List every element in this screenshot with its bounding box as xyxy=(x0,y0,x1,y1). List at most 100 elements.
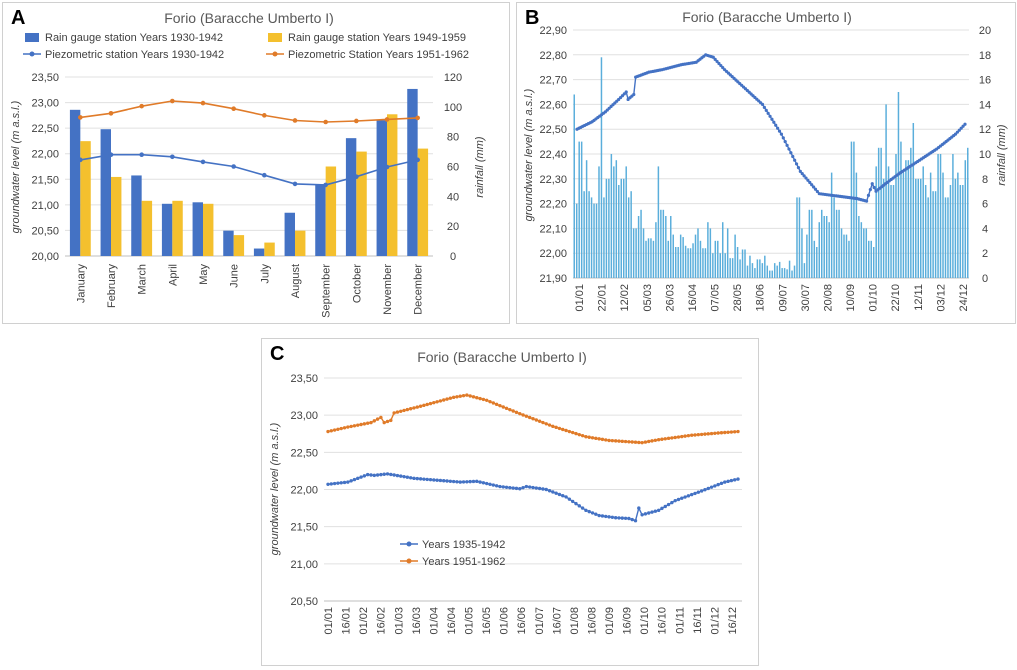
rain-bar xyxy=(957,172,959,278)
x-tick-label: November xyxy=(382,264,394,315)
rain-bar xyxy=(910,147,912,278)
data-point xyxy=(864,199,869,203)
x-tick-label: 01/05 xyxy=(464,607,476,635)
data-point xyxy=(108,152,114,158)
data-point xyxy=(590,511,595,515)
rain-bar xyxy=(952,154,954,278)
y2-tick-label: 14 xyxy=(979,99,991,111)
data-point xyxy=(623,439,628,444)
y2-tick-label: 100 xyxy=(444,102,462,114)
y2-tick-label: 8 xyxy=(982,174,988,186)
data-point xyxy=(800,171,804,176)
rain-bar xyxy=(620,178,623,278)
rain-bar xyxy=(813,240,816,278)
x-tick-label: 07/05 xyxy=(710,284,722,312)
data-point xyxy=(375,473,380,477)
data-point xyxy=(356,423,360,427)
rain-bar xyxy=(939,154,942,278)
x-tick-label: January xyxy=(75,264,87,304)
data-point xyxy=(415,476,419,481)
rain-bar xyxy=(702,248,704,278)
data-point xyxy=(392,411,396,415)
data-point xyxy=(336,427,340,431)
data-point xyxy=(680,434,684,439)
rain-bar xyxy=(697,228,699,278)
data-point xyxy=(511,409,515,413)
y2-tick-label: 16 xyxy=(979,75,991,87)
legend-swatch xyxy=(25,33,39,42)
data-point xyxy=(475,479,479,484)
bar xyxy=(172,200,183,256)
legend-marker xyxy=(406,541,412,547)
data-point xyxy=(594,512,598,516)
data-point xyxy=(408,476,413,480)
y-tick-label: 23,50 xyxy=(31,72,59,84)
rain-bar xyxy=(746,265,749,278)
data-point xyxy=(627,516,631,521)
data-point xyxy=(352,424,357,428)
rain-bar xyxy=(838,209,840,278)
y-tick-label: 23,50 xyxy=(290,373,318,385)
data-point xyxy=(713,431,717,435)
chart-a: Forio (Baracche Umberto I) Rain gauge sta… xyxy=(10,10,486,318)
data-point xyxy=(494,402,499,407)
rain-bar xyxy=(942,172,944,278)
data-point xyxy=(78,157,83,163)
rain-bar xyxy=(655,222,657,278)
rain-bar xyxy=(652,240,655,278)
data-point xyxy=(389,418,393,423)
rain-bar xyxy=(610,154,613,278)
x-tick-label: 26/03 xyxy=(664,284,676,312)
x-tick-label: 05/03 xyxy=(642,284,654,312)
panel-label-c: C xyxy=(270,343,285,365)
data-point xyxy=(613,439,618,443)
y-tick-label: 22,50 xyxy=(31,123,59,135)
data-point xyxy=(815,189,819,194)
data-point xyxy=(518,487,522,491)
data-point xyxy=(570,430,575,435)
x-tick-label: 20/08 xyxy=(822,284,834,312)
data-point xyxy=(491,401,496,405)
rain-bar xyxy=(887,166,890,278)
y2-tick-label: 60 xyxy=(447,162,459,174)
legend-entry: Rain gauge station Years 1930-1942 xyxy=(45,32,223,44)
data-point xyxy=(418,477,423,481)
data-point xyxy=(736,477,740,481)
data-point xyxy=(713,484,717,488)
bar xyxy=(192,202,203,256)
data-point xyxy=(438,399,443,403)
data-point xyxy=(796,166,801,170)
data-point xyxy=(963,122,967,126)
data-point xyxy=(637,506,641,510)
data-point xyxy=(600,437,605,442)
data-point xyxy=(504,485,509,489)
x-tick-label: 16/10 xyxy=(657,607,669,635)
data-point xyxy=(468,479,472,484)
rain-bar xyxy=(764,255,766,278)
data-point xyxy=(729,478,734,483)
rain-bar xyxy=(632,228,635,278)
rain-bar xyxy=(964,160,967,278)
rain-bar xyxy=(863,228,865,278)
data-point xyxy=(719,481,724,486)
data-point xyxy=(384,164,390,170)
legend-marker xyxy=(272,51,278,57)
data-point xyxy=(637,440,641,445)
y2-tick-label: 120 xyxy=(444,72,462,84)
x-tick-label: 16/07 xyxy=(551,607,563,635)
data-point xyxy=(787,147,791,151)
legend-entry: Piezometric station Years 1930-1942 xyxy=(45,49,224,61)
rain-bar xyxy=(828,222,830,278)
data-point xyxy=(719,431,724,435)
y-tick-label: 22,90 xyxy=(539,25,567,37)
data-point xyxy=(660,437,664,441)
data-point xyxy=(455,480,459,484)
data-point xyxy=(716,431,720,435)
rain-bar xyxy=(897,92,900,278)
y-tick-label: 22,60 xyxy=(539,99,567,111)
rain-bar xyxy=(657,166,660,278)
y-tick-label: 22,30 xyxy=(539,174,567,186)
data-point xyxy=(359,475,363,479)
rain-bar xyxy=(588,191,590,278)
data-point xyxy=(514,410,519,415)
